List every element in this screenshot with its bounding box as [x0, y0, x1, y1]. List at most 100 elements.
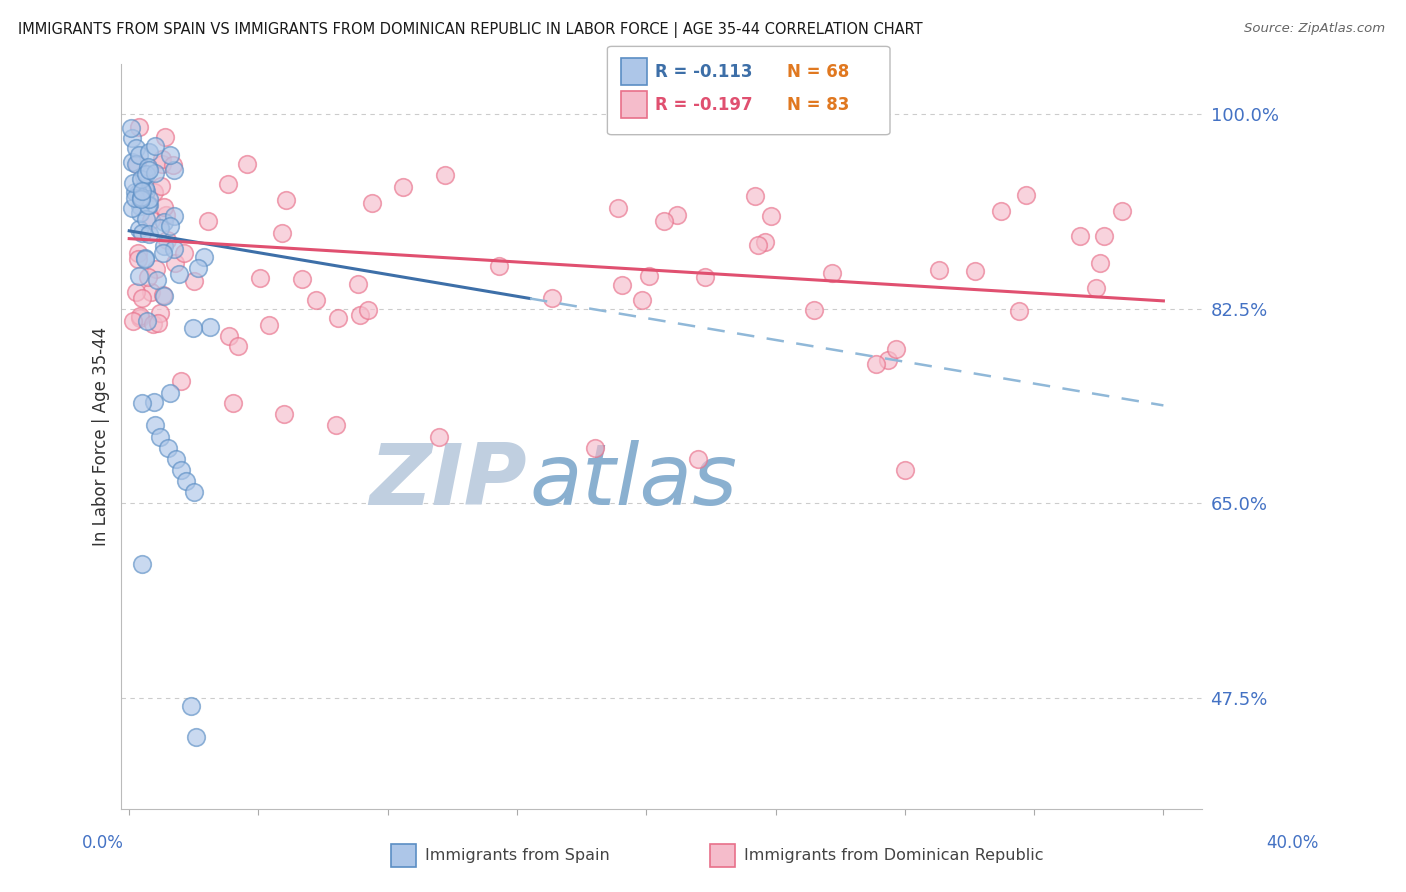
Point: [150, 156, 173, 170]
Point: [218, 329, 240, 343]
Point: [236, 157, 259, 171]
Point: [127, 246, 149, 260]
Point: [360, 196, 382, 211]
Point: [541, 291, 564, 305]
Text: Immigrants from Spain: Immigrants from Spain: [425, 848, 609, 863]
Point: [152, 288, 174, 302]
Point: [125, 140, 148, 154]
Point: [131, 558, 153, 572]
Point: [131, 396, 153, 410]
Point: [759, 209, 782, 223]
Point: [129, 199, 152, 213]
Point: [128, 222, 150, 236]
Point: [127, 252, 149, 266]
Point: [128, 147, 150, 161]
Point: [124, 186, 146, 200]
Point: [1015, 187, 1038, 202]
Point: [124, 191, 146, 205]
Point: [257, 318, 280, 332]
Point: [291, 272, 314, 286]
Point: [173, 245, 195, 260]
Point: [928, 263, 950, 277]
Point: [121, 130, 143, 145]
Point: [326, 311, 349, 326]
Point: [217, 177, 239, 191]
Text: Immigrants from Dominican Republic: Immigrants from Dominican Republic: [744, 848, 1043, 863]
Point: [159, 219, 181, 234]
Point: [347, 277, 370, 291]
Point: [135, 184, 157, 198]
Point: [198, 320, 221, 334]
Point: [120, 120, 142, 135]
Point: [884, 343, 907, 357]
Point: [170, 374, 193, 388]
Point: [894, 463, 917, 477]
Point: [963, 263, 986, 277]
Point: [153, 239, 176, 253]
Point: [128, 120, 150, 134]
Point: [1008, 304, 1031, 318]
Point: [143, 418, 166, 433]
Point: [325, 418, 347, 433]
Point: [429, 429, 451, 443]
Point: [121, 201, 143, 215]
Point: [132, 169, 155, 183]
Point: [392, 180, 415, 194]
Point: [125, 156, 148, 170]
Point: [146, 316, 169, 330]
Point: [803, 302, 825, 317]
Point: [607, 201, 630, 215]
Point: [149, 178, 172, 193]
Text: N = 68: N = 68: [787, 63, 849, 81]
Point: [583, 441, 606, 455]
Point: [149, 305, 172, 319]
Point: [136, 314, 159, 328]
Point: [131, 184, 153, 198]
Point: [122, 176, 145, 190]
Point: [162, 158, 184, 172]
Point: [637, 268, 659, 283]
Point: [349, 308, 371, 322]
Point: [180, 698, 202, 713]
Point: [187, 260, 209, 275]
Point: [249, 271, 271, 285]
Point: [134, 180, 156, 194]
Point: [152, 200, 174, 214]
Point: [193, 250, 215, 264]
Point: [153, 130, 176, 145]
Point: [226, 339, 249, 353]
Point: [125, 156, 148, 170]
Point: [1088, 256, 1111, 270]
Point: [141, 285, 163, 299]
Point: [1085, 281, 1108, 295]
Point: [1069, 228, 1091, 243]
Text: R = -0.113: R = -0.113: [655, 63, 752, 81]
Point: [273, 407, 295, 421]
Point: [139, 213, 162, 227]
Point: [135, 211, 157, 226]
Point: [135, 167, 157, 181]
Text: IMMIGRANTS FROM SPAIN VS IMMIGRANTS FROM DOMINICAN REPUBLIC IN LABOR FORCE | AGE: IMMIGRANTS FROM SPAIN VS IMMIGRANTS FROM…: [18, 22, 922, 38]
Point: [142, 317, 165, 331]
Point: [754, 235, 776, 250]
Point: [876, 352, 898, 367]
Point: [821, 266, 844, 280]
Point: [271, 226, 294, 240]
Point: [131, 226, 153, 240]
Point: [744, 188, 766, 202]
Text: Source: ZipAtlas.com: Source: ZipAtlas.com: [1244, 22, 1385, 36]
Point: [747, 238, 769, 252]
Point: [122, 314, 145, 328]
Point: [181, 321, 204, 335]
Point: [652, 214, 675, 228]
Y-axis label: In Labor Force | Age 35-44: In Labor Force | Age 35-44: [93, 327, 110, 546]
Point: [165, 451, 187, 466]
Point: [488, 260, 510, 274]
Text: ZIP: ZIP: [370, 440, 527, 523]
Point: [163, 256, 186, 270]
Point: [128, 268, 150, 283]
Point: [142, 186, 165, 200]
Text: R = -0.197: R = -0.197: [655, 96, 752, 114]
Point: [990, 203, 1012, 218]
Point: [433, 168, 456, 182]
